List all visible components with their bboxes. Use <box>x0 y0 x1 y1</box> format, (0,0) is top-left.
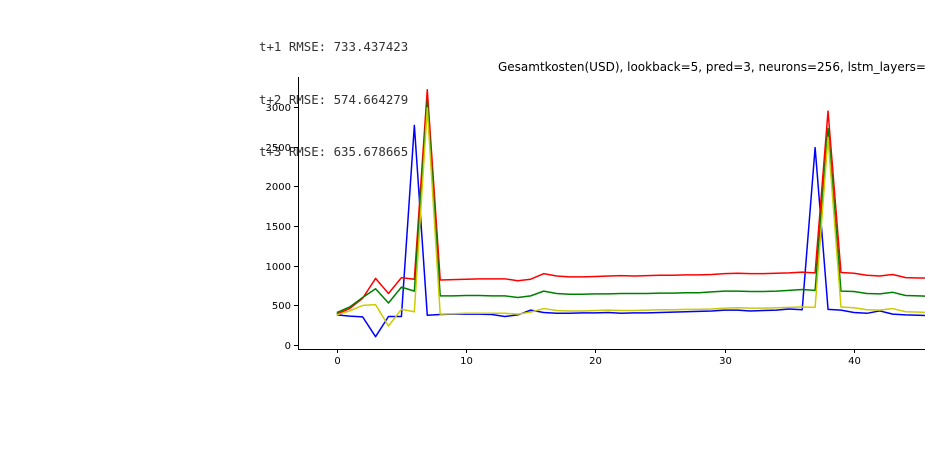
x-tick-label: 0 <box>334 356 340 367</box>
series-line-1 <box>336 124 925 338</box>
rmse-line-t2: t+2 RMSE: 574.664279 <box>259 91 409 107</box>
series-line-4 <box>336 107 925 327</box>
y-tick-label: 0 <box>285 341 291 352</box>
y-tick-label: 2500 <box>266 143 291 154</box>
y-tick-label: 1000 <box>266 262 291 273</box>
x-tick-label: 30 <box>719 356 732 367</box>
chart-title: Gesamtkosten(USD), lookback=5, pred=3, n… <box>498 60 925 74</box>
axes: 0 10 20 30 40 0 500 1000 1500 2000 2500 3000 <box>266 77 925 367</box>
plot-lines <box>336 88 925 338</box>
y-tick-label: 3000 <box>266 103 291 114</box>
rmse-line-t1: t+1 RMSE: 733.437423 <box>259 39 409 54</box>
series-line-3 <box>336 100 925 314</box>
series-line-2 <box>336 88 925 315</box>
x-tick-label: 40 <box>848 356 861 367</box>
x-tick-label: 10 <box>460 356 473 367</box>
x-tick-label: 20 <box>589 356 602 367</box>
y-tick-label: 1500 <box>266 222 291 233</box>
y-tick-label: 500 <box>272 301 291 312</box>
y-tick-label: 2000 <box>266 182 291 193</box>
